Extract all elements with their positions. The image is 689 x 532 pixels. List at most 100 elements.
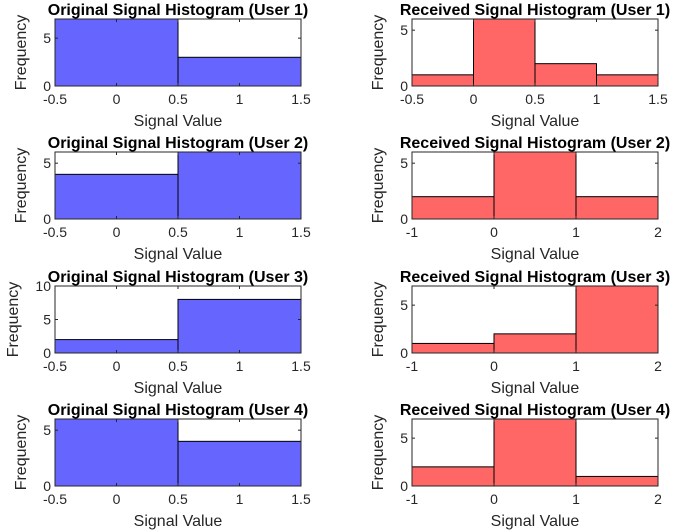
x-tick-label: 0.5 — [168, 491, 188, 507]
y-tick-label: 5 — [43, 312, 51, 328]
chart-title: Received Signal Histogram (User 2) — [400, 135, 670, 152]
x-axis-label: Signal Value — [491, 380, 580, 397]
y-tick-label: 5 — [43, 422, 51, 438]
x-tick-label: -0.5 — [400, 91, 424, 107]
axes-box — [411, 285, 659, 354]
chart-title: Original Signal Histogram (User 4) — [48, 402, 309, 419]
x-tick-label: 0 — [490, 224, 498, 240]
histogram-bar — [534, 63, 597, 87]
histogram-bar — [575, 475, 659, 487]
x-tick-label: 0 — [490, 358, 498, 374]
y-tick-label: 0 — [43, 78, 51, 94]
x-tick-label: 1 — [236, 224, 244, 240]
x-tick-label: 2 — [654, 224, 662, 240]
x-tick-label: 1 — [572, 358, 580, 374]
x-axis-label: Signal Value — [134, 380, 223, 397]
histogram-bar — [575, 196, 659, 220]
x-tick-label: 0 — [470, 91, 478, 107]
x-tick-label: 1.5 — [291, 491, 311, 507]
histogram-bar — [177, 298, 302, 354]
x-tick-label: -0.5 — [43, 91, 67, 107]
y-axis-label: Frequency — [5, 282, 22, 358]
x-axis-label: Signal Value — [491, 113, 580, 130]
x-tick-label: -0.5 — [43, 491, 67, 507]
x-tick-label: 1.5 — [291, 224, 311, 240]
histogram-bar — [54, 173, 179, 220]
histogram-bar — [596, 74, 659, 87]
histogram-bar — [411, 466, 495, 487]
x-tick-label: -0.5 — [43, 224, 67, 240]
histogram-bar — [493, 418, 577, 487]
histogram-bar — [54, 418, 179, 487]
x-tick-label: 0 — [113, 224, 121, 240]
x-tick-label: 1 — [572, 491, 580, 507]
y-tick-label: 0 — [43, 478, 51, 494]
axes-box — [411, 418, 659, 487]
x-tick-label: 2 — [654, 491, 662, 507]
chart-title: Original Signal Histogram (User 3) — [48, 269, 309, 286]
x-tick-label: 1 — [236, 358, 244, 374]
x-tick-label: 1 — [236, 91, 244, 107]
chart-title: Received Signal Histogram (User 1) — [400, 2, 670, 19]
histogram-bar — [411, 74, 474, 87]
x-tick-label: 0 — [490, 491, 498, 507]
histogram-bar — [493, 333, 577, 354]
x-tick-label: 0.5 — [525, 91, 545, 107]
x-tick-label: 0 — [113, 358, 121, 374]
y-tick-label: 0 — [43, 345, 51, 361]
x-axis-label: Signal Value — [491, 246, 580, 263]
y-tick-label: 5 — [400, 155, 408, 171]
y-axis-label: Frequency — [370, 15, 387, 91]
histogram-bar — [177, 151, 302, 220]
x-axis-label: Signal Value — [134, 513, 223, 530]
x-axis-label: Signal Value — [134, 113, 223, 130]
histogram-bar — [177, 440, 302, 487]
x-tick-label: 0.5 — [168, 358, 188, 374]
y-axis-label: Frequency — [13, 148, 30, 224]
y-axis-label: Frequency — [370, 415, 387, 491]
y-axis-label: Frequency — [370, 282, 387, 358]
chart-title: Received Signal Histogram (User 4) — [400, 402, 670, 419]
y-axis-label: Frequency — [13, 15, 30, 91]
y-tick-label: 0 — [43, 211, 51, 227]
x-axis-label: Signal Value — [491, 513, 580, 530]
x-tick-label: 0.5 — [168, 224, 188, 240]
x-tick-label: 1.5 — [291, 358, 311, 374]
x-tick-label: 1.5 — [648, 91, 668, 107]
x-tick-label: 0 — [113, 91, 121, 107]
x-tick-label: -1 — [406, 491, 419, 507]
y-tick-label: 0 — [400, 345, 408, 361]
x-tick-label: 1 — [572, 224, 580, 240]
y-tick-label: 0 — [400, 478, 408, 494]
x-axis-label: Signal Value — [134, 246, 223, 263]
histogram-bar — [473, 18, 536, 87]
x-tick-label: 1 — [593, 91, 601, 107]
histogram-bar — [177, 56, 302, 87]
chart-title: Original Signal Histogram (User 1) — [48, 2, 309, 19]
axes-box — [411, 151, 659, 220]
x-tick-label: -1 — [406, 358, 419, 374]
x-tick-label: 0 — [113, 491, 121, 507]
histogram-bar — [575, 285, 659, 354]
chart-title: Original Signal Histogram (User 2) — [48, 135, 309, 152]
histogram-bar — [411, 196, 495, 220]
histogram-bar — [411, 342, 495, 354]
histogram-bar — [54, 18, 179, 87]
y-tick-label: 0 — [400, 78, 408, 94]
x-tick-label: 0.5 — [168, 91, 188, 107]
y-tick-label: 5 — [400, 297, 408, 313]
y-axis-label: Frequency — [13, 415, 30, 491]
x-tick-label: -0.5 — [43, 358, 67, 374]
x-tick-label: -1 — [406, 224, 419, 240]
y-axis-label: Frequency — [370, 148, 387, 224]
y-tick-label: 5 — [400, 22, 408, 38]
chart-title: Received Signal Histogram (User 3) — [400, 269, 670, 286]
